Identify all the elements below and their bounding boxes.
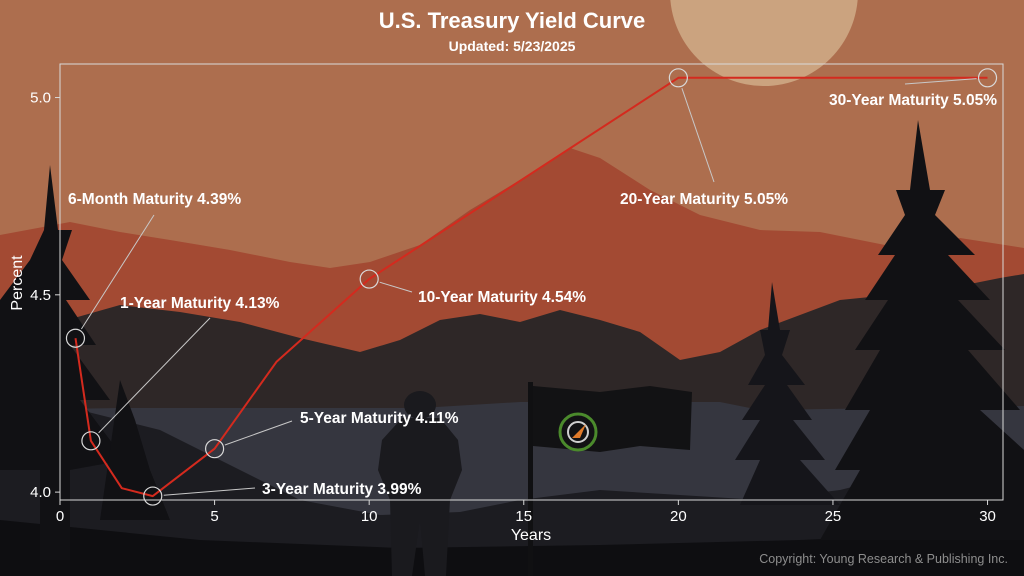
- y-axis-ticks: 4.0 4.5 5.0: [30, 90, 60, 501]
- yield-curve-line: [74, 76, 988, 498]
- pine-tree-right-large: [820, 120, 1024, 540]
- flag-pole: [528, 382, 533, 576]
- annotation-leader-line: [904, 78, 977, 85]
- data-point-marker: [359, 269, 379, 289]
- annotation: 3-Year Maturity 3.99%: [143, 481, 422, 506]
- pine-tree-left: [0, 165, 170, 560]
- x-tick-label: 15: [515, 508, 532, 525]
- pine-tree-right-small: [735, 282, 840, 505]
- annotation: 1-Year Maturity 4.13%: [81, 295, 280, 451]
- annotation-leader-line: [681, 88, 715, 183]
- annotation-layer: 6-Month Maturity 4.39% 1-Year Maturity 4.…: [65, 68, 998, 506]
- flag-emblem-inner: [567, 421, 589, 443]
- annotation-label: 5-Year Maturity 4.11%: [300, 410, 459, 427]
- copyright-text: Copyright: Young Research & Publishing I…: [759, 552, 1008, 566]
- chart-subtitle: Updated: 5/23/2025: [449, 38, 576, 54]
- annotation: 5-Year Maturity 4.11%: [204, 410, 459, 459]
- annotation: 10-Year Maturity 4.54%: [359, 269, 586, 306]
- x-axis-ticks: 0 5 10 15 20 25 30: [56, 500, 996, 525]
- flag: [528, 382, 692, 576]
- annotation-label: 6-Month Maturity 4.39%: [68, 191, 241, 208]
- data-point-marker: [204, 439, 225, 459]
- annotation: 30-Year Maturity 5.05%: [829, 68, 998, 109]
- y-tick-label: 4.0: [30, 484, 51, 501]
- ground: [0, 520, 1024, 576]
- annotation-leader-line: [379, 281, 413, 293]
- chart-title: U.S. Treasury Yield Curve: [379, 8, 646, 33]
- x-tick-label: 5: [210, 508, 218, 525]
- x-tick-label: 20: [670, 508, 687, 525]
- hills-near: [0, 410, 1024, 576]
- x-tick-label: 0: [56, 508, 64, 525]
- annotation-leader-line: [163, 487, 256, 496]
- y-tick-label: 4.5: [30, 287, 51, 304]
- x-tick-label: 30: [979, 508, 996, 525]
- y-axis-label: Percent: [9, 255, 26, 311]
- annotation-label: 1-Year Maturity 4.13%: [120, 295, 280, 312]
- annotation-label: 10-Year Maturity 4.54%: [418, 289, 586, 306]
- y-tick-label: 5.0: [30, 90, 51, 107]
- series-layer: [74, 76, 988, 498]
- flag-emblem-arrow: [572, 424, 586, 438]
- plot-frame: [59, 63, 1004, 501]
- data-point-marker: [977, 68, 998, 88]
- data-point-marker: [81, 431, 101, 451]
- annotation-label: 20-Year Maturity 5.05%: [620, 191, 788, 208]
- flag-emblem-ring: [558, 412, 598, 452]
- x-tick-label: 10: [361, 508, 378, 525]
- flag-cloth: [533, 386, 692, 452]
- x-axis-label: Years: [511, 527, 551, 544]
- data-point-marker: [143, 486, 163, 506]
- annotation-leader-line: [80, 214, 155, 330]
- annotation: 6-Month Maturity 4.39%: [65, 191, 241, 348]
- data-point-marker: [65, 328, 86, 348]
- x-tick-label: 25: [825, 508, 842, 525]
- annotation-leader-line: [98, 317, 211, 434]
- data-point-marker: [668, 68, 688, 88]
- annotation-leader-line: [224, 420, 293, 446]
- annotation: 20-Year Maturity 5.05%: [620, 68, 788, 208]
- annotation-label: 30-Year Maturity 5.05%: [829, 92, 997, 109]
- soldier-silhouette: [378, 391, 462, 576]
- annotation-label: 3-Year Maturity 3.99%: [262, 481, 422, 498]
